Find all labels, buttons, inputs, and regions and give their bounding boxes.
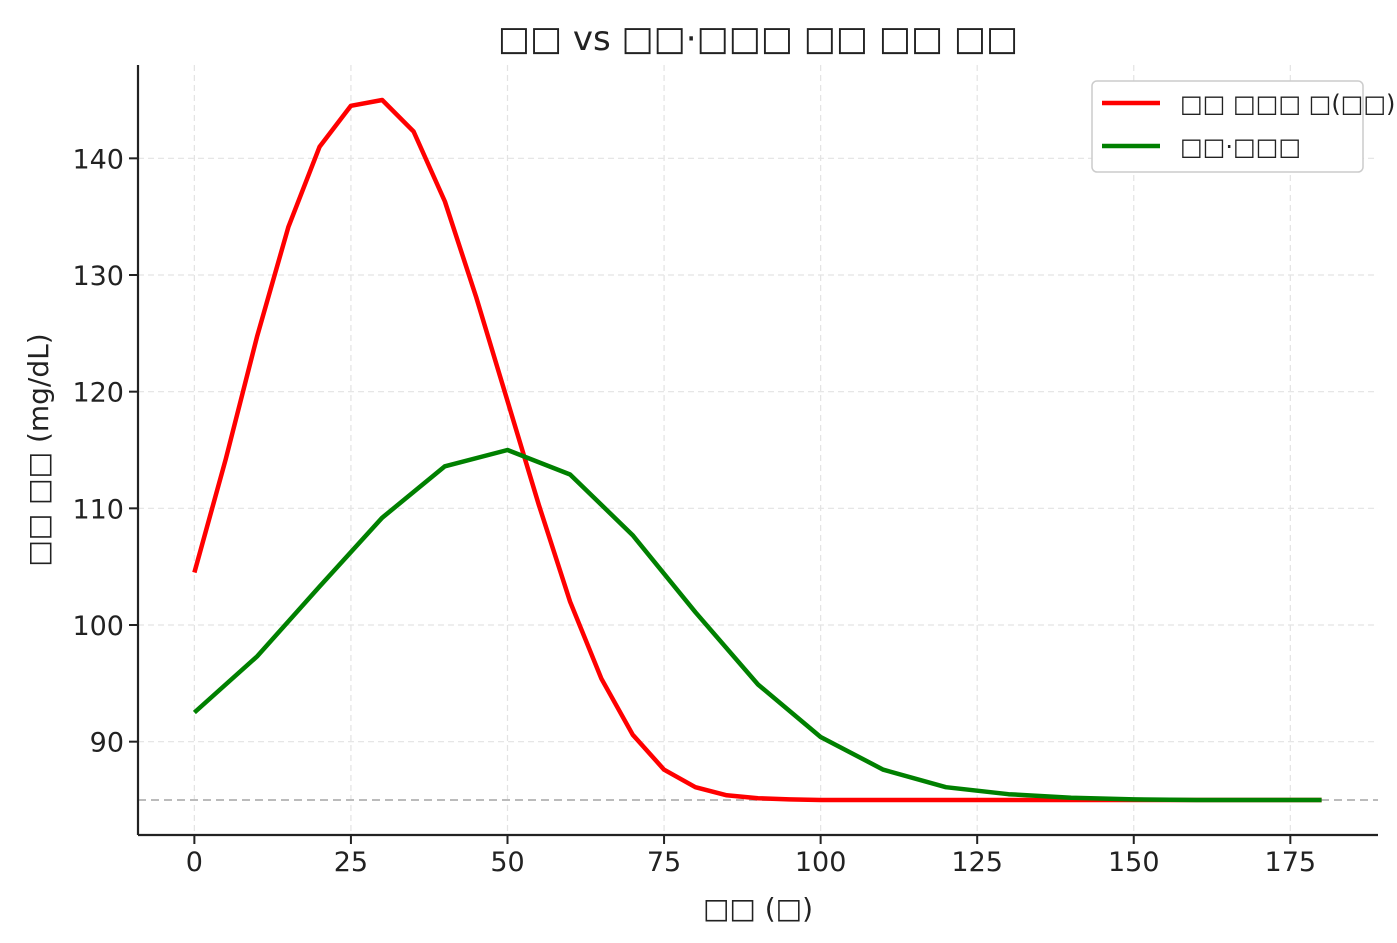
y-tick-label: 110 [72,494,124,525]
series-line-0 [192,97,1322,803]
y-tick-label: 100 [72,611,124,642]
x-tick-label: 50 [490,847,524,878]
x-tick-label: 75 [647,847,681,878]
x-tick-label: 125 [951,847,1003,878]
x-tick-label: 175 [1265,847,1317,878]
grid [138,65,1378,835]
y-axis-label: □□ □□ (mg/dL) [22,333,55,566]
x-tick-label: 150 [1108,847,1160,878]
series-layer [192,97,1322,803]
x-tick-label: 100 [795,847,847,878]
legend: □□ □□□ □(□□) □□·□□□ [1091,80,1395,173]
axes [136,65,1378,837]
y-tick-label: 130 [72,261,124,292]
ticks: 0 25 50 75 100 125 150 175 90 100 110 120 130 140 [72,144,1316,878]
series-line-1 [192,447,1322,803]
y-tick-label: 120 [72,378,124,409]
x-tick-label: 25 [334,847,368,878]
x-tick-label: 0 [186,847,203,878]
legend-label-red: □□ □□□ □(□□) [1180,90,1395,118]
legend-label-green: □□·□□□ [1180,133,1301,161]
y-tick-label: 140 [72,144,124,175]
y-tick-label: 90 [90,728,124,759]
x-axis-label: □□ (□) [703,892,813,925]
chart-title: □□ vs □□·□□□ □□ □□ □□ [498,19,1018,59]
